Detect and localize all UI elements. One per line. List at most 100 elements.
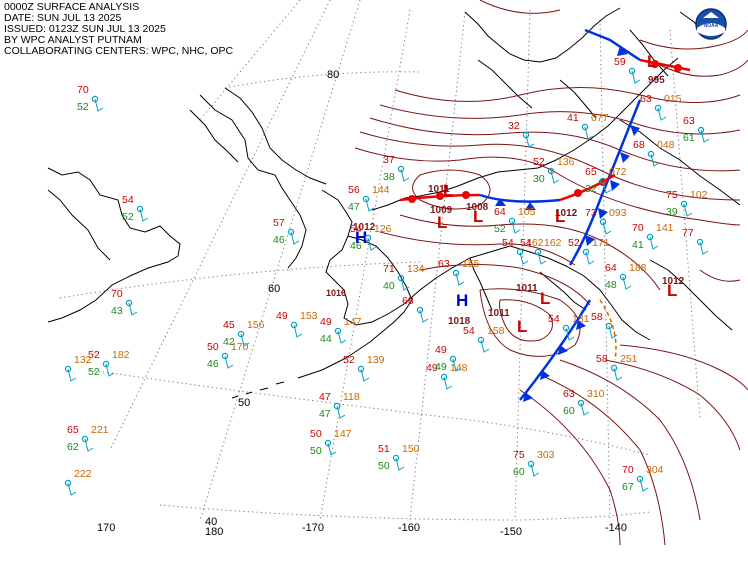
wind-barb: [537, 251, 547, 265]
grid-labels: 80 60 50 170 180 -170 -160 -150 -140 40: [97, 69, 627, 538]
station-temperature: 41: [567, 112, 579, 124]
station-plot: 58 251: [596, 353, 638, 381]
station-circle: [357, 365, 365, 373]
warm-front-2: [559, 173, 616, 202]
station-pressure: 072: [609, 166, 627, 178]
station-temperature: 56: [348, 184, 360, 196]
station-temperature: 54: [502, 237, 514, 249]
wind-barb: [550, 170, 560, 184]
station-temperature: 47: [319, 391, 331, 403]
station-pressure: 102: [690, 189, 708, 201]
station-circle: [362, 195, 370, 203]
station-circle: [64, 365, 72, 373]
low-center-value: 1012: [662, 276, 685, 287]
station-dewpoint: 50: [310, 445, 322, 457]
low-center-value: 1008: [466, 202, 489, 213]
station-circle: [547, 167, 555, 175]
station-plot: 63 155: [438, 258, 480, 286]
wind-barb: [649, 236, 659, 250]
lon-label-inner: 40: [205, 516, 217, 528]
station-dewpoint: 52: [494, 223, 506, 235]
station-dewpoint: 46: [207, 358, 219, 370]
station-pressure: 182: [112, 349, 130, 361]
station-dewpoint: 44: [320, 333, 332, 345]
low-center: L: [517, 317, 527, 336]
wind-barb: [367, 237, 377, 251]
station-circle: [534, 248, 542, 256]
station-temperature: 70: [77, 84, 89, 96]
station-dewpoint: 60: [513, 466, 525, 478]
station-temperature: 49: [426, 362, 438, 374]
wind-barb: [639, 478, 649, 492]
station-circle: [577, 399, 585, 407]
low-center-value: 1011: [428, 184, 450, 195]
station-temperature: 54: [122, 194, 134, 206]
station-temperature: 50: [207, 341, 219, 353]
station-dewpoint: 48: [605, 279, 617, 291]
coastlines: [47, 7, 741, 399]
lat-label: 60: [268, 283, 280, 295]
station-temperature: 63: [640, 93, 652, 105]
station-temperature: 65: [67, 424, 79, 436]
station-circle: [562, 324, 570, 332]
station-dewpoint: 49: [435, 361, 447, 373]
station-temperature: 58: [591, 311, 603, 323]
station-temperature: 49: [320, 316, 332, 328]
low-center: L: [667, 281, 677, 300]
lon-label: -170: [302, 522, 324, 534]
wind-barb: [455, 272, 465, 286]
station-pressure: 136: [557, 156, 575, 168]
station-pressure: 304: [646, 464, 664, 476]
station-dewpoint: 40: [383, 280, 395, 292]
station-temperature: 70: [622, 464, 634, 476]
lon-label: -160: [398, 522, 420, 534]
high-center-value: 1012: [353, 222, 376, 233]
station-temperature: 54: [350, 223, 362, 235]
station-temperature: 50: [310, 428, 322, 440]
station-circle: [392, 454, 400, 462]
station-temperature: 49: [435, 344, 447, 356]
header-line-1: 0000Z SURFACE ANALYSIS: [4, 1, 140, 13]
station-plot: 50 50 147: [310, 428, 352, 457]
station-temperature: 51: [378, 443, 390, 455]
station-circle: [237, 330, 245, 338]
high-center-value: 1016: [326, 288, 346, 298]
station-plot: 132: [64, 354, 92, 382]
station-circle: [619, 273, 627, 281]
wind-barb: [240, 333, 250, 347]
station-circle: [91, 95, 99, 103]
wind-barb: [67, 482, 77, 496]
station-temperature: 45: [223, 319, 235, 331]
station-temperature: 57: [273, 217, 285, 229]
station-temperature: 63: [563, 388, 575, 400]
station-circle: [636, 475, 644, 483]
station-circle: [605, 322, 613, 330]
low-center: L: [540, 289, 550, 308]
station-pressure: 126: [374, 223, 392, 235]
cold-front-4: [584, 28, 641, 62]
high-center: H: [355, 228, 367, 247]
header-line-5: COLLABORATING CENTERS: WPC, NHC, OPC: [4, 45, 234, 57]
station-plot: 49 148: [426, 362, 468, 390]
station-pressure: 171: [592, 237, 610, 249]
station-plot: 52 139: [343, 354, 385, 382]
wind-barb: [602, 180, 612, 194]
warm-front-3: [639, 58, 691, 72]
station-circle: [508, 217, 516, 225]
station-temperature: 52: [343, 354, 355, 366]
station-circle: [397, 274, 405, 282]
station-plot: 49 153: [276, 310, 318, 338]
station-dewpoint: 39: [666, 206, 678, 218]
cold-front-2: [519, 299, 592, 401]
station-pressure: 162: [544, 237, 562, 249]
wind-barb: [67, 368, 77, 382]
station-plot: 71 40 134: [383, 263, 425, 292]
station-plot: 63 60 310: [563, 388, 605, 417]
station-pressure: 251: [620, 353, 638, 365]
station-dewpoint: 62: [67, 441, 79, 453]
wind-barb: [631, 70, 641, 84]
station-plot: 73 093: [585, 207, 627, 235]
station-pressure: 310: [587, 388, 605, 400]
low-center: L: [443, 181, 453, 200]
